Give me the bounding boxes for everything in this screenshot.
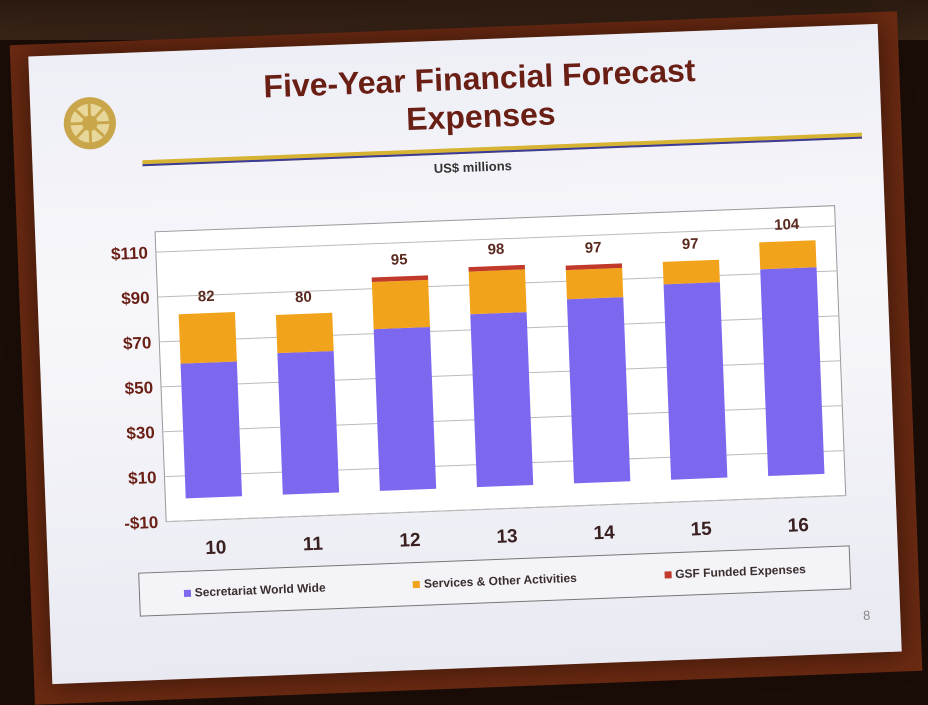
bar-total-label: 97: [585, 239, 602, 257]
legend-label-secretariat: Secretariat World Wide: [194, 580, 326, 600]
units-label: US$ millions: [433, 158, 513, 177]
bar-segment-gsf: [468, 264, 525, 272]
bar-segment-secretariat: [373, 327, 437, 491]
legend-swatch-secretariat: [183, 589, 191, 597]
gridline: [166, 494, 846, 523]
legend-swatch-gsf: [664, 570, 672, 579]
legend-item-services: Services & Other Activities: [412, 570, 578, 591]
legend-label-services: Services & Other Activities: [423, 570, 578, 591]
gridline: [155, 225, 836, 253]
x-tick-label: 11: [302, 534, 323, 556]
bar-segment-gsf: [371, 275, 429, 283]
y-tick-label: $50: [124, 378, 153, 398]
x-tick-label: 13: [496, 526, 518, 548]
bar-segment-services: [178, 312, 237, 364]
rotary-wheel-logo-icon: [63, 97, 116, 150]
y-tick-label: $90: [121, 288, 150, 308]
x-tick-label: 14: [593, 522, 615, 544]
x-tick-label: 12: [399, 530, 421, 552]
y-tick-label: $110: [111, 243, 149, 263]
stacked-bar-chart: -$10 $10 $30 $50 $70 $90 $110 82 10 80 11 95 12 98 13 9…: [111, 205, 847, 559]
slide: Five-Year Financial Forecast Expenses US…: [28, 23, 902, 685]
bar-segment-secretariat: [470, 312, 534, 488]
y-tick-label: -$10: [124, 513, 159, 533]
x-tick-label: 10: [205, 537, 227, 559]
bar-segment-services: [565, 267, 624, 300]
legend-label-gsf: GSF Funded Expenses: [674, 562, 807, 582]
legend-item-gsf: GSF Funded Expenses: [664, 562, 806, 581]
bar-total-label: 97: [682, 235, 699, 253]
legend-swatch-services: [412, 580, 421, 588]
bar-total-label: 98: [487, 241, 504, 259]
bar-segment-services: [468, 269, 527, 315]
bar-total-label: 80: [295, 289, 312, 307]
y-tick-label: $30: [126, 423, 155, 443]
bar-segment-services: [662, 259, 720, 285]
bar-segment-secretariat: [760, 267, 825, 476]
x-tick-label: 16: [787, 515, 809, 537]
bar-total-label: 95: [391, 251, 408, 269]
bar-segment-gsf: [565, 263, 623, 271]
y-tick-label: $70: [123, 333, 152, 353]
bar-total-label: 82: [198, 288, 215, 306]
bar-segment-secretariat: [180, 361, 243, 499]
x-tick-label: 15: [690, 519, 712, 541]
bar-segment-secretariat: [566, 297, 631, 484]
legend-item-secretariat: Secretariat World Wide: [183, 580, 326, 600]
bar-segment-secretariat: [663, 282, 728, 480]
bar-total-label: 104: [774, 216, 800, 234]
y-tick-label: $10: [128, 468, 157, 488]
bar-segment-services: [759, 240, 817, 270]
bar-segment-services: [275, 312, 334, 354]
expenses-chart: -$10 $10 $30 $50 $70 $90 $110 82 10 80 11 95 12 98 13 9…: [54, 165, 870, 635]
bar-segment-services: [371, 279, 430, 330]
page-number: 8: [862, 607, 871, 623]
slide-title: Five-Year Financial Forecast Expenses: [149, 47, 811, 148]
bar-segment-secretariat: [277, 350, 340, 495]
